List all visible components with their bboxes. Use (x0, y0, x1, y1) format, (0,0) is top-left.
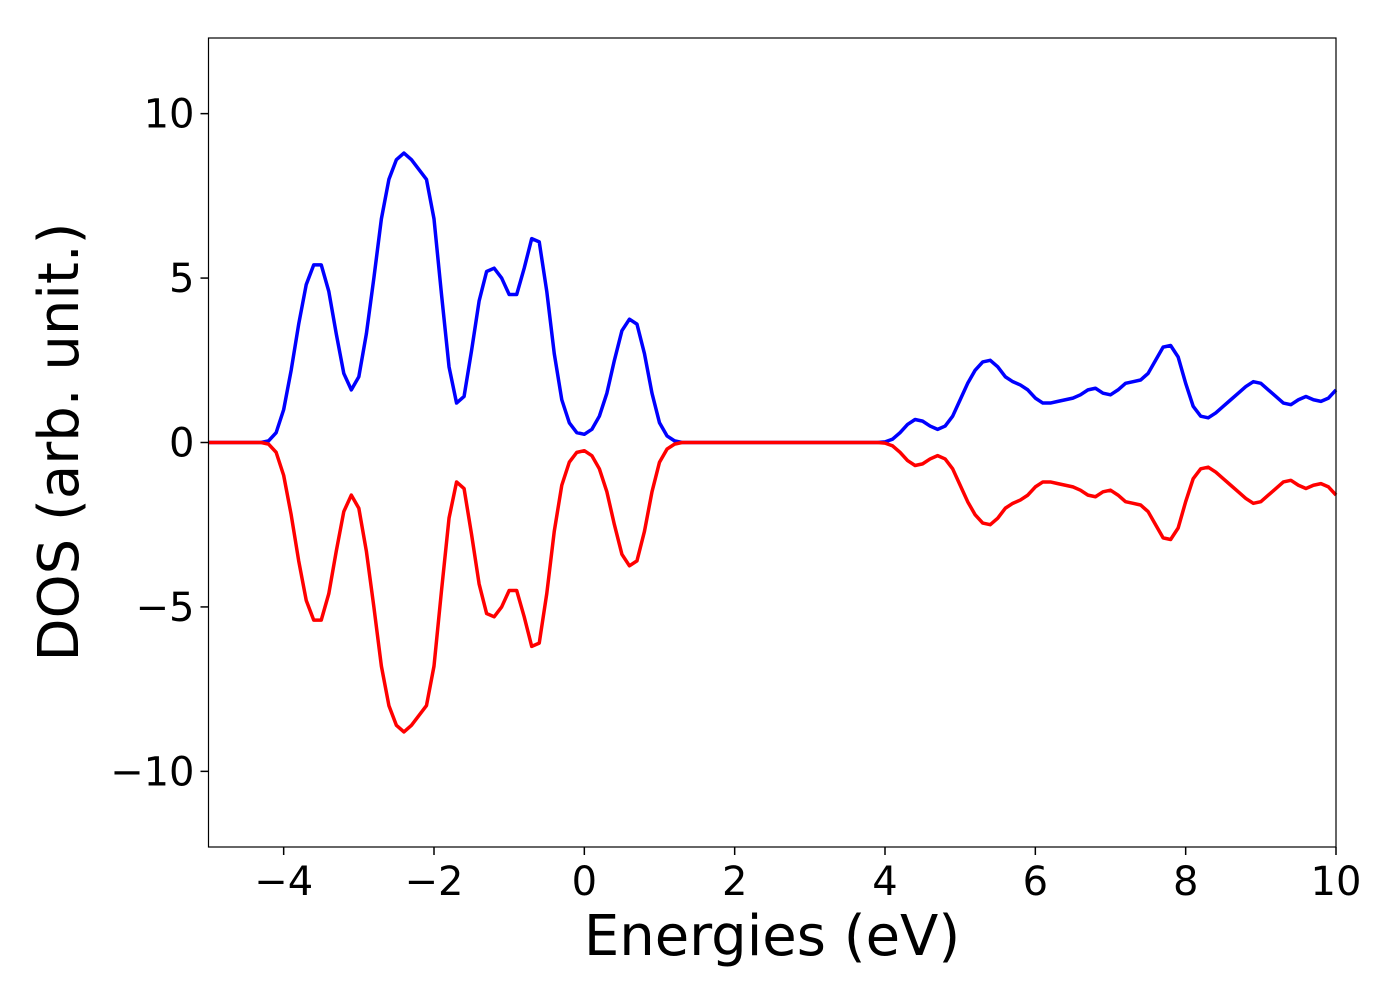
x-tick-label: 4 (872, 859, 897, 905)
y-tick-label: 10 (144, 92, 195, 138)
series-line (208, 440, 1338, 734)
plot-frame (207, 37, 1337, 848)
x-tick-label: 8 (1173, 859, 1198, 905)
y-tick-label: −5 (136, 585, 195, 631)
y-tick-label: −10 (110, 749, 194, 795)
x-tick-label: 6 (1023, 859, 1048, 905)
x-axis-label: Energies (eV) (584, 904, 960, 969)
y-axis-label: DOS (arb. unit.) (27, 222, 92, 661)
x-tick-label: −2 (405, 859, 464, 905)
y-tick-label: 5 (169, 256, 194, 302)
x-tick-label: 2 (722, 859, 747, 905)
x-tick-label: −4 (254, 859, 313, 905)
x-tick-label: 10 (1311, 859, 1362, 905)
y-tick-label: 0 (169, 421, 194, 467)
series-line (208, 151, 1338, 445)
x-tick-label: 0 (572, 859, 597, 905)
